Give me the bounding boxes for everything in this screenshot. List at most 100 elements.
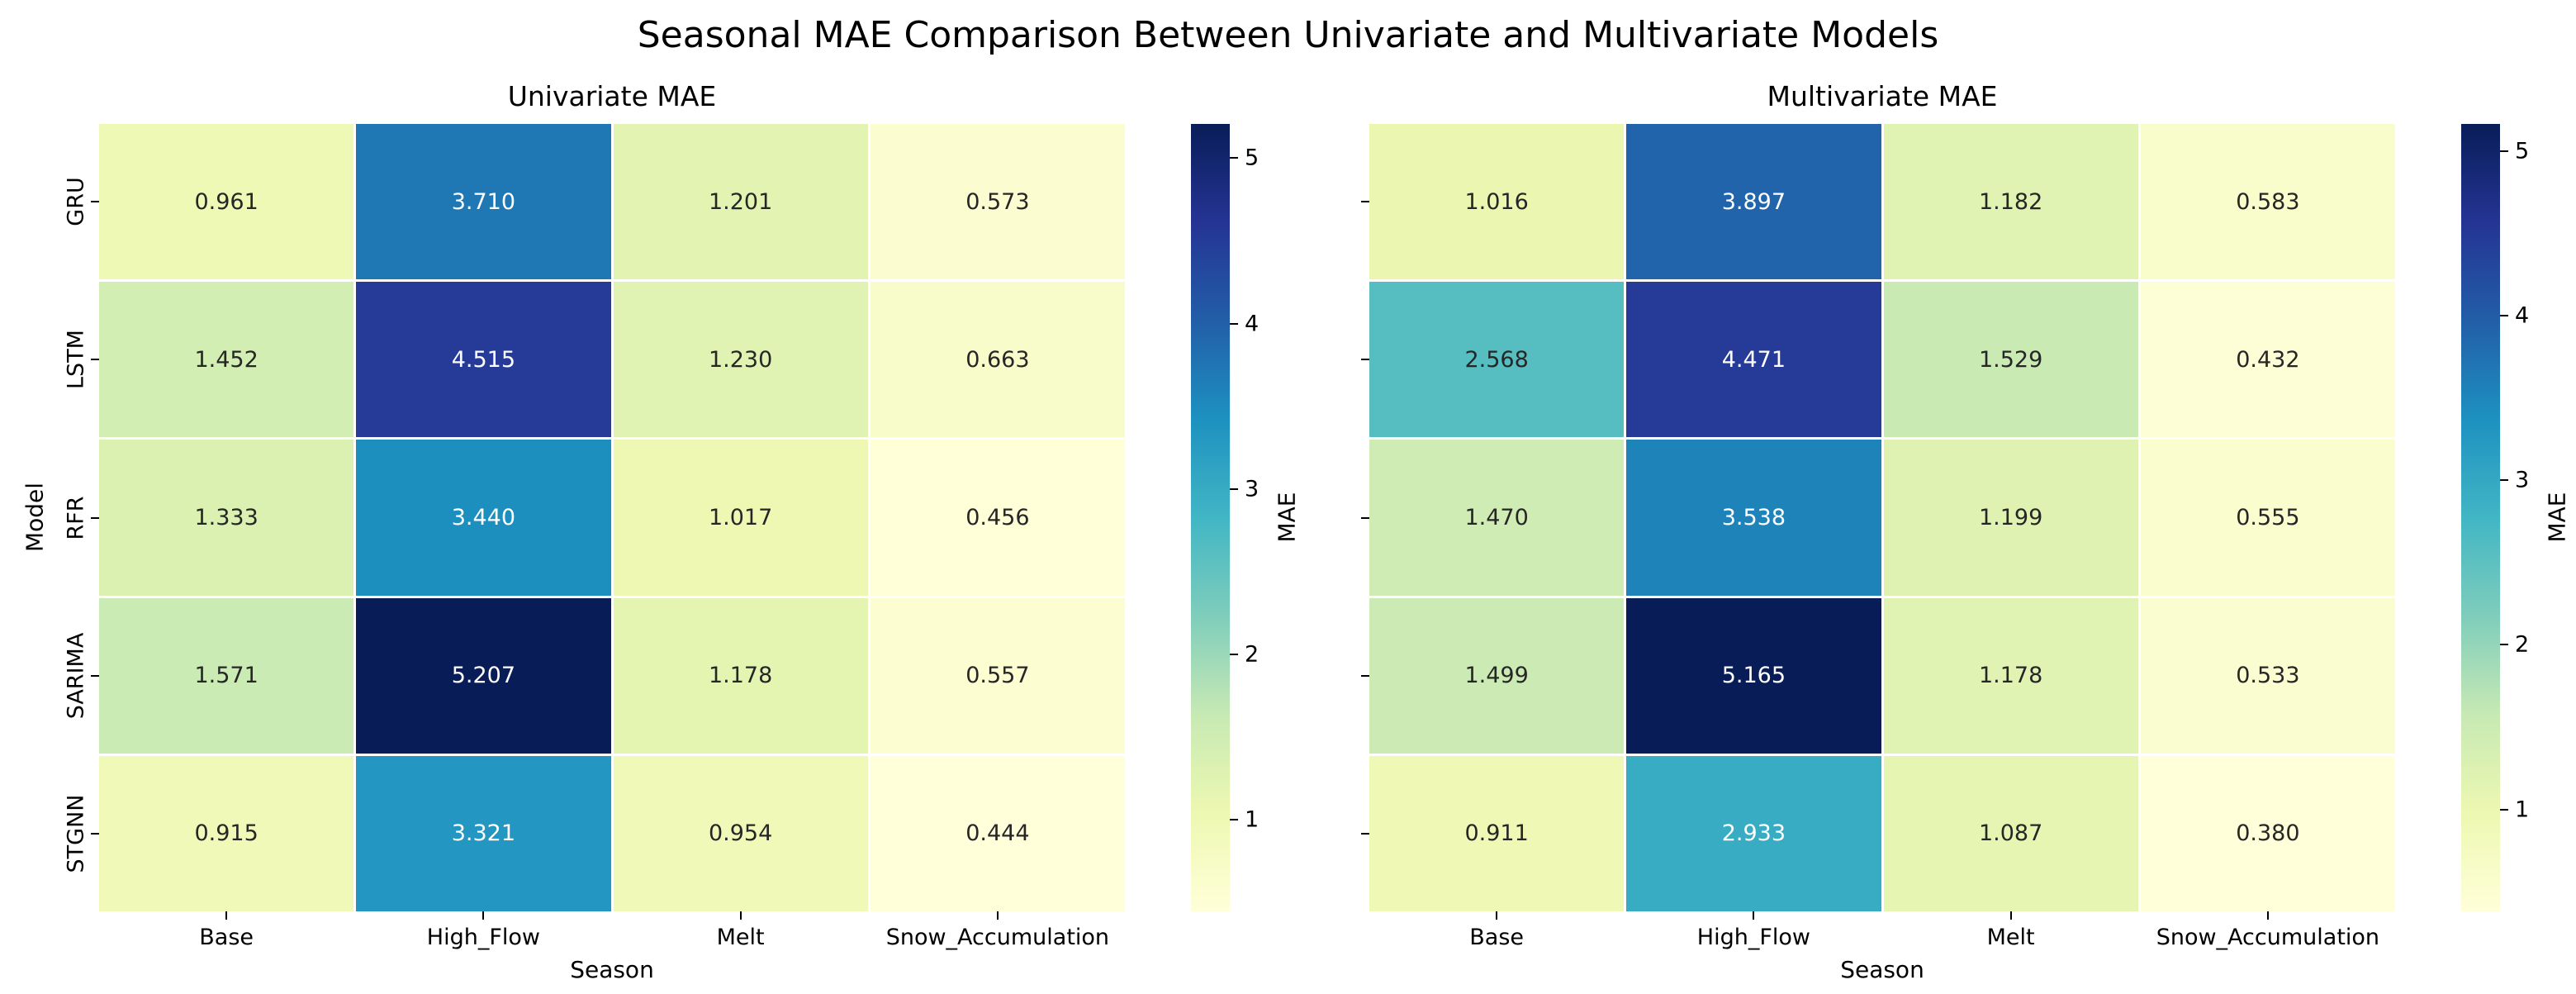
cell-LSTM-Base: 2.568 — [1369, 282, 1625, 438]
cell-LSTM-Snow_Accumulation: 0.432 — [2140, 282, 2395, 438]
x-axis-label-multivariate: Season — [1840, 956, 1924, 983]
cell-GRU-Snow_Accumulation: 0.583 — [2140, 124, 2395, 280]
colorbar-tick — [2500, 315, 2508, 317]
y-tick — [91, 516, 99, 519]
x-tick — [739, 911, 742, 920]
cell-LSTM-Melt: 1.230 — [613, 282, 868, 438]
cell-SARIMA-High_Flow: 5.165 — [1626, 597, 1881, 754]
heatmap-multivariate: 1.016 3.897 1.182 0.583 2.568 4.471 1.529 0.432… — [1369, 124, 2395, 911]
y-tick — [1361, 201, 1369, 203]
cell-STGNN-High_Flow: 2.933 — [1626, 755, 1881, 911]
cell-RFR-Snow_Accumulation: 0.456 — [870, 440, 1125, 596]
colorbar-tick-label-5: 5 — [1245, 145, 1260, 171]
y-tick-label-LSTM: LSTM — [63, 330, 89, 390]
y-tick — [1361, 359, 1369, 361]
cell-STGNN-Snow_Accumulation: 0.444 — [870, 755, 1125, 911]
cell-STGNN-Melt: 1.087 — [1883, 755, 2138, 911]
colorbar-tick-label-1: 1 — [1245, 806, 1260, 833]
colorbar-tick — [2500, 150, 2508, 152]
colorbar-tick — [1230, 653, 1238, 655]
y-tick-label-SARIMA: SARIMA — [63, 632, 89, 719]
colorbar-univariate — [1191, 124, 1230, 911]
colorbar-tick-label-4: 4 — [2515, 302, 2530, 329]
cell-GRU-High_Flow: 3.897 — [1626, 124, 1881, 280]
cell-LSTM-Melt: 1.529 — [1883, 282, 2138, 438]
heatmap-univariate: 0.961 3.710 1.201 0.573 1.452 4.515 1.230 0.663… — [99, 124, 1125, 911]
y-tick — [1361, 832, 1369, 835]
colorbar-tick-label-5: 5 — [2515, 138, 2530, 164]
colorbar-tick — [2500, 644, 2508, 646]
y-tick — [1361, 516, 1369, 519]
subplot-title-univariate: Univariate MAE — [507, 80, 717, 112]
x-tick — [2266, 911, 2269, 920]
x-tick — [1753, 911, 1755, 920]
cell-STGNN-Snow_Accumulation: 0.380 — [2140, 755, 2395, 911]
y-tick — [91, 832, 99, 835]
cell-RFR-Snow_Accumulation: 0.555 — [2140, 440, 2395, 596]
cell-SARIMA-Base: 1.499 — [1369, 597, 1625, 754]
x-tick — [2009, 911, 2012, 920]
x-tick-label-Base: Base — [199, 925, 254, 950]
cell-GRU-Melt: 1.201 — [613, 124, 868, 280]
cell-RFR-Base: 1.470 — [1369, 440, 1625, 596]
colorbar-tick-label-1: 1 — [2515, 797, 2530, 823]
cell-RFR-Base: 1.333 — [99, 440, 354, 596]
x-tick-label-High_Flow: High_Flow — [1696, 925, 1810, 950]
colorbar-tick — [1230, 322, 1238, 325]
y-tick — [91, 201, 99, 203]
x-tick — [996, 911, 999, 920]
colorbar-tick — [1230, 818, 1238, 820]
cell-GRU-Base: 1.016 — [1369, 124, 1625, 280]
cell-LSTM-Base: 1.452 — [99, 282, 354, 438]
cell-STGNN-Melt: 0.954 — [613, 755, 868, 911]
colorbar-tick — [1230, 157, 1238, 159]
colorbar-tick-label-4: 4 — [1245, 311, 1260, 336]
x-tick — [225, 911, 228, 920]
colorbar-multivariate — [2461, 124, 2500, 911]
cell-GRU-Base: 0.961 — [99, 124, 354, 280]
x-tick-label-Base: Base — [1469, 925, 1524, 950]
cell-LSTM-Snow_Accumulation: 0.663 — [870, 282, 1125, 438]
cell-LSTM-High_Flow: 4.515 — [356, 282, 611, 438]
cell-RFR-High_Flow: 3.538 — [1626, 440, 1881, 596]
colorbar-tick-label-2: 2 — [2515, 631, 2530, 658]
colorbar-tick — [1230, 487, 1238, 490]
cell-SARIMA-Melt: 1.178 — [613, 597, 868, 754]
colorbar-tick-label-3: 3 — [2515, 467, 2530, 493]
colorbar-label-multivariate: MAE — [2543, 492, 2571, 543]
cell-SARIMA-Snow_Accumulation: 0.557 — [870, 597, 1125, 754]
y-tick-label-STGNN: STGNN — [63, 794, 89, 873]
subplot-title-multivariate: Multivariate MAE — [1767, 80, 1998, 112]
cell-GRU-Melt: 1.182 — [1883, 124, 2138, 280]
figure-title: Seasonal MAE Comparison Between Univaria… — [637, 14, 1939, 56]
x-tick — [1496, 911, 1498, 920]
colorbar-tick-label-3: 3 — [1245, 476, 1260, 502]
cell-SARIMA-Base: 1.571 — [99, 597, 354, 754]
cell-SARIMA-Snow_Accumulation: 0.533 — [2140, 597, 2395, 754]
cell-GRU-Snow_Accumulation: 0.573 — [870, 124, 1125, 280]
x-tick-label-Snow_Accumulation: Snow_Accumulation — [885, 925, 1110, 950]
cell-SARIMA-Melt: 1.178 — [1883, 597, 2138, 754]
cell-STGNN-Base: 0.911 — [1369, 755, 1625, 911]
x-tick-label-Snow_Accumulation: Snow_Accumulation — [2156, 925, 2380, 950]
y-tick-label-RFR: RFR — [63, 495, 89, 540]
x-tick — [482, 911, 485, 920]
cell-LSTM-High_Flow: 4.471 — [1626, 282, 1881, 438]
y-tick-label-GRU: GRU — [63, 177, 89, 226]
colorbar-tick — [2500, 808, 2508, 811]
cell-STGNN-High_Flow: 3.321 — [356, 755, 611, 911]
y-tick — [1361, 674, 1369, 677]
x-tick-label-Melt: Melt — [1986, 925, 2035, 950]
colorbar-label-univariate: MAE — [1273, 492, 1301, 543]
cell-RFR-Melt: 1.017 — [613, 440, 868, 596]
cell-RFR-Melt: 1.199 — [1883, 440, 2138, 596]
colorbar-tick-label-2: 2 — [1245, 641, 1260, 668]
cell-STGNN-Base: 0.915 — [99, 755, 354, 911]
cell-GRU-High_Flow: 3.710 — [356, 124, 611, 280]
colorbar-tick — [2500, 479, 2508, 482]
cell-SARIMA-High_Flow: 5.207 — [356, 597, 611, 754]
y-axis-label: Model — [21, 482, 49, 553]
y-tick — [91, 674, 99, 677]
x-axis-label-univariate: Season — [570, 956, 654, 983]
